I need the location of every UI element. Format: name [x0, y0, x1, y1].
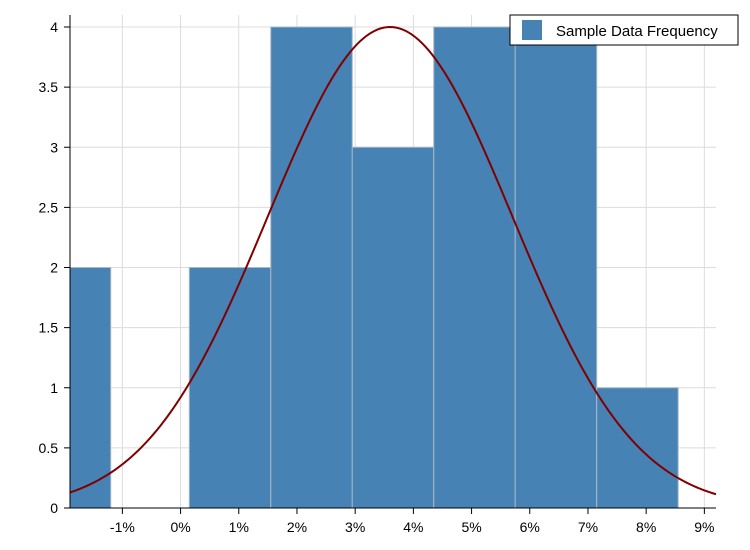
histogram-bar — [270, 26, 353, 509]
histogram-bar — [188, 267, 272, 509]
x-tick-label: 5% — [461, 519, 481, 535]
x-tick-label: 2% — [287, 519, 307, 535]
x-tick-label: 0% — [170, 519, 190, 535]
x-tick-label: 9% — [694, 519, 714, 535]
x-tick-label: 4% — [403, 519, 423, 535]
axes — [69, 15, 716, 509]
histogram-bars — [69, 26, 679, 509]
y-tick-label: 0.5 — [39, 440, 59, 456]
histogram-bar — [433, 26, 516, 509]
y-axis-ticks: 0 0.5 1 1.5 2 2.5 3 3.5 4 — [39, 19, 70, 516]
histogram-bar — [69, 267, 112, 509]
x-tick-label: 1% — [229, 519, 249, 535]
y-tick-label: 3.5 — [39, 79, 59, 95]
y-tick-label: 1 — [50, 380, 58, 396]
y-tick-label: 1.5 — [39, 320, 59, 336]
x-tick-label: -1% — [110, 519, 135, 535]
histogram-bar — [351, 146, 435, 509]
x-tick-label: 8% — [636, 519, 656, 535]
histogram-bar — [596, 387, 679, 509]
legend-box — [509, 14, 739, 46]
y-tick-label: 2.5 — [39, 199, 59, 215]
legend-swatch — [522, 20, 542, 40]
normal-distribution-curve — [69, 25, 717, 496]
x-tick-label: 7% — [578, 519, 598, 535]
legend-label: Sample Data Frequency — [556, 23, 718, 40]
x-axis-ticks: -1% 0% 1% 2% 3% 4% 5% 6% 7% 8% 9% — [110, 508, 714, 535]
legend: Sample Data Frequency — [509, 14, 739, 46]
histogram-bar — [514, 26, 598, 509]
x-tick-label: 3% — [345, 519, 365, 535]
y-tick-label: 2 — [50, 260, 58, 276]
x-tick-label: 6% — [520, 519, 540, 535]
y-tick-label: 3 — [50, 139, 58, 155]
y-tick-label: 4 — [50, 19, 58, 35]
y-tick-label: 0 — [50, 500, 58, 516]
